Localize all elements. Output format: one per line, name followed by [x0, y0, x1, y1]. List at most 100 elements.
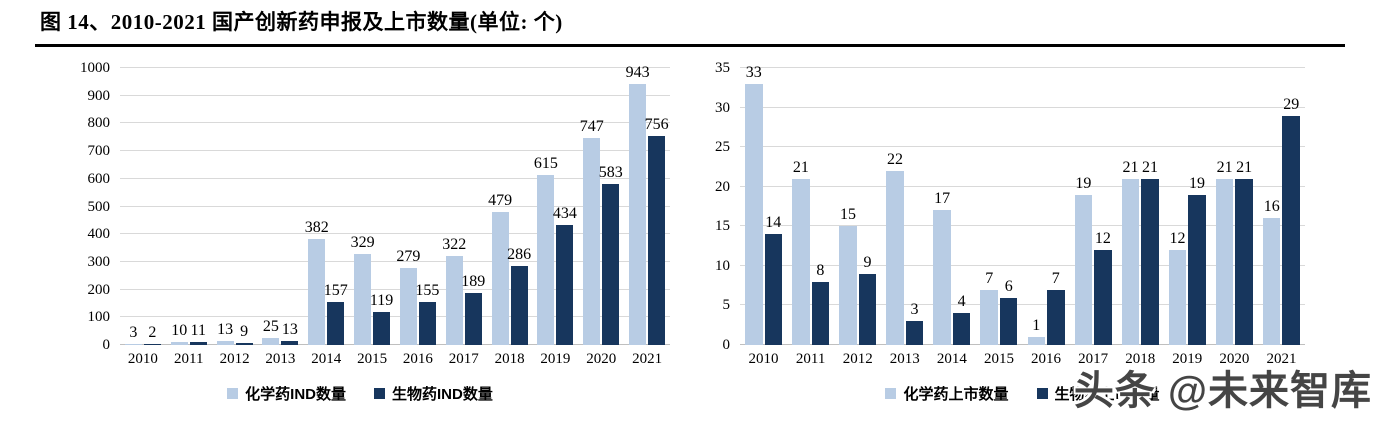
x-axis-label: 2020	[1219, 351, 1250, 367]
bar-value-chem-listed: 7	[985, 269, 994, 287]
bar-chem-listed	[1215, 178, 1234, 345]
bar-chem-ind	[445, 255, 463, 345]
bar-chem-ind	[124, 344, 142, 345]
legend-item-bio-listed: 生物药上市数量	[1036, 383, 1160, 404]
legend-swatch-bio-ind	[374, 388, 385, 399]
plot-area: 3 2 10 11 13 9 25 13 382 157 329 119 279 155 322 189 479…	[120, 64, 670, 345]
bar-bio-listed	[764, 234, 783, 345]
legend: 化学药上市数量 生物药上市数量	[705, 383, 1340, 404]
x-axis-label: 2021	[632, 351, 663, 367]
market-approvals-chart: 33 14 21 8 15 9 22 3 17 4 7 6 1 7 19 12 21 21 12 19 21 21 16 29…	[705, 55, 1340, 415]
y-axis-label: 10	[715, 257, 730, 274]
legend-item-chem-listed: 化学药上市数量	[885, 383, 1009, 404]
bar-chem-listed	[1121, 178, 1140, 345]
x-axis-label: 2015	[983, 351, 1014, 367]
bar-bio-ind	[648, 135, 666, 345]
bar-bio-ind	[327, 301, 345, 345]
bar-bio-listed	[952, 313, 971, 345]
bar-chem-ind	[537, 174, 555, 345]
bar-chem-listed	[1262, 218, 1281, 345]
gridline	[740, 106, 1305, 108]
bar-value-chem-ind: 3	[129, 324, 138, 341]
bar-bio-listed	[1282, 115, 1300, 345]
bar-chem-listed	[1168, 250, 1187, 345]
bar-value-chem-ind: 25	[262, 318, 279, 336]
bar-chem-listed	[792, 178, 810, 345]
legend-label-bio-listed: 生物药上市数量	[1054, 386, 1160, 403]
bar-bio-listed	[1235, 178, 1253, 345]
bar-bio-listed	[1188, 194, 1206, 345]
gridline	[120, 67, 670, 68]
bar-value-bio-ind: 286	[507, 245, 532, 263]
bar-bio-ind	[281, 341, 299, 345]
bar-value-bio-listed: 21	[1141, 158, 1158, 176]
bar-chem-ind	[354, 253, 372, 345]
y-axis-label: 700	[87, 143, 111, 160]
x-axis-line	[120, 344, 670, 345]
bar-chem-ind	[399, 267, 417, 345]
bar-value-chem-ind: 10	[171, 322, 188, 340]
bar-value-chem-ind: 322	[442, 235, 467, 253]
bar-chem-ind	[491, 212, 509, 345]
gridline	[120, 288, 670, 290]
y-axis-label: 25	[715, 139, 730, 156]
x-axis-label: 2010	[748, 351, 779, 367]
y-axis-label: 0	[722, 337, 731, 353]
legend-swatch-bio-listed	[1036, 388, 1048, 399]
bar-bio-ind	[189, 341, 207, 345]
x-axis-labels: 2010 2011 2012 2013 2014 2015 2016 2017 2018 2019…	[740, 351, 1305, 371]
bar-bio-listed	[999, 297, 1018, 345]
legend-swatch-chem-listed	[885, 388, 897, 399]
x-axis-label: 2016	[1031, 351, 1062, 367]
y-axis-label: 15	[715, 218, 730, 235]
x-axis-label: 2011	[795, 351, 826, 367]
y-axis-label: 30	[715, 99, 730, 116]
bar-value-chem-ind: 943	[625, 63, 650, 81]
bar-chem-ind	[629, 83, 647, 345]
bar-value-bio-listed: 29	[1283, 95, 1300, 113]
bar-value-bio-listed: 7	[1051, 269, 1060, 287]
bar-value-bio-ind: 434	[552, 204, 577, 222]
x-axis-label: 2021	[1266, 351, 1297, 367]
bar-chem-ind	[170, 342, 188, 345]
x-axis-label: 2013	[265, 351, 296, 367]
bar-bio-listed	[1141, 178, 1159, 345]
bar-value-chem-ind: 13	[217, 321, 234, 339]
x-axis-line	[740, 344, 1305, 345]
gridline	[120, 150, 670, 152]
legend-label-chem-listed: 化学药上市数量	[903, 386, 1009, 403]
bar-bio-listed	[858, 273, 877, 345]
x-axis-label: 2017	[1078, 351, 1109, 367]
legend-item-chem-ind: 化学药IND数量	[227, 383, 346, 404]
bar-bio-ind	[464, 292, 482, 345]
y-axis-label: 800	[87, 115, 111, 132]
bar-value-chem-listed: 21	[1216, 158, 1233, 176]
gridline	[120, 316, 670, 318]
y-axis-label: 100	[87, 309, 111, 326]
bar-chem-ind	[262, 338, 280, 345]
y-axis-label: 1000	[80, 60, 110, 76]
gridline	[120, 260, 670, 262]
bar-value-chem-ind: 382	[304, 219, 329, 237]
bar-value-bio-ind: 119	[369, 292, 394, 310]
y-axis-label: 900	[87, 87, 111, 104]
x-axis-label: 2018	[494, 351, 525, 367]
x-axis-label: 2019	[1172, 351, 1203, 367]
plot-area: 33 14 21 8 15 9 22 3 17 4 7 6 1 7 19 12 21 21 12 19 21 21 16 29	[740, 64, 1305, 345]
bar-value-bio-ind: 189	[461, 272, 486, 290]
bar-chem-ind	[216, 341, 234, 345]
bar-chem-ind	[583, 138, 601, 345]
bar-value-chem-listed: 21	[1122, 158, 1139, 176]
bar-value-bio-ind: 9	[240, 322, 249, 340]
bar-value-chem-listed: 15	[839, 206, 856, 224]
bar-value-bio-ind: 756	[644, 115, 669, 133]
y-axis-label: 200	[87, 281, 111, 298]
bar-chem-listed	[980, 289, 998, 345]
bar-chem-listed	[839, 226, 857, 345]
bar-value-chem-listed: 16	[1263, 198, 1280, 216]
y-axis-label: 400	[87, 226, 111, 243]
gridline	[740, 185, 1305, 187]
bar-value-chem-ind: 747	[579, 118, 604, 136]
bar-value-bio-ind: 11	[190, 321, 206, 339]
